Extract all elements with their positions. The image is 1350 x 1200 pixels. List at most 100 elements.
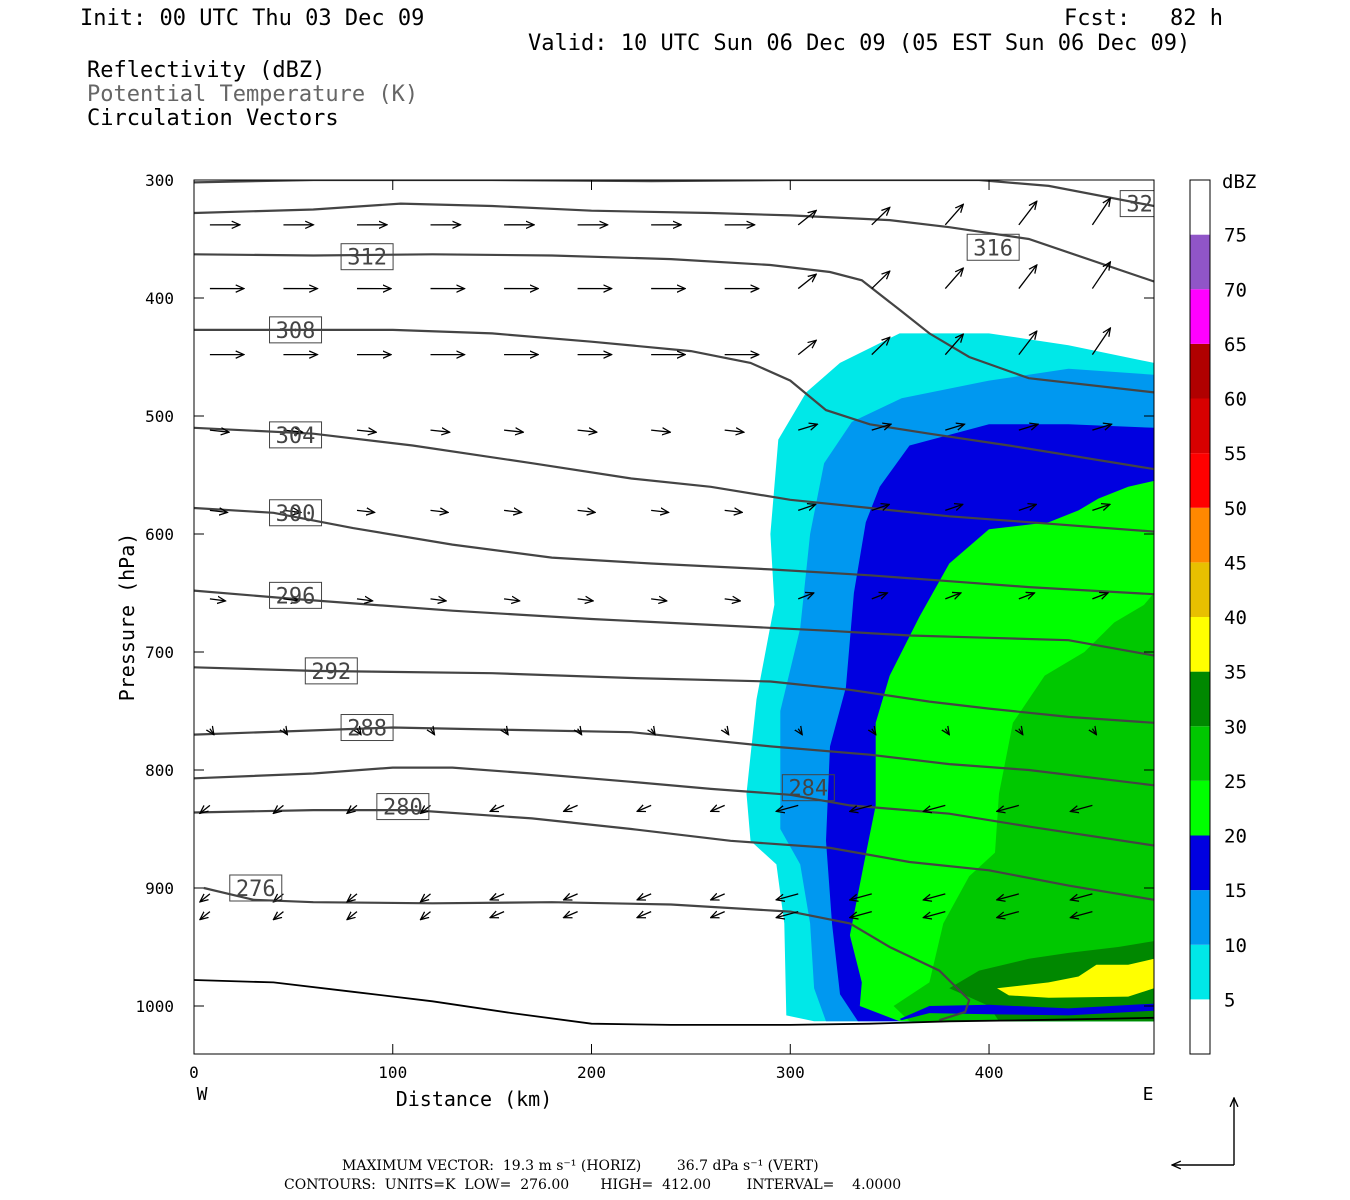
circulation-vector [1019, 729, 1023, 735]
circulation-vector [1018, 201, 1037, 226]
circulation-vector [1092, 504, 1110, 512]
circulation-vector [637, 805, 652, 811]
colorbar-label: 30 [1224, 716, 1247, 738]
y-tick-label: 400 [145, 289, 174, 308]
circulation-vector [273, 804, 284, 813]
colorbar-label: 70 [1224, 279, 1247, 301]
theta-contour-320 [194, 180, 1154, 208]
colorbar-bin-top [1190, 180, 1210, 235]
circulation-vector [577, 430, 597, 432]
x-tick-label: 300 [776, 1063, 805, 1082]
theta-label-box-288 [340, 714, 394, 742]
theta-contour-308 [194, 328, 1154, 471]
theta-contour-292 [194, 666, 1154, 724]
theta-contour-300 [194, 506, 1154, 596]
colorbar-bin [1190, 507, 1210, 563]
circulation-vector [283, 599, 299, 601]
colorbar-bin [1190, 780, 1210, 836]
circulation-vector [430, 599, 447, 601]
theta-contour-288 [194, 726, 1154, 787]
theta-label-box-312 [340, 243, 394, 271]
circulation-vector [944, 268, 963, 289]
plot-frame [193, 179, 1155, 1055]
circulation-vector [871, 424, 891, 431]
x-right-dir-label: E [1143, 1084, 1154, 1105]
y-axis-label: Pressure (hPa) [115, 533, 139, 702]
x-left-dir-label: W [197, 1084, 208, 1105]
circulation-vector [503, 510, 522, 512]
circulation-vector [577, 510, 595, 512]
colorbar-label: 50 [1224, 498, 1247, 520]
circulation-vector [490, 805, 505, 811]
colorbar-bin [1190, 671, 1210, 727]
colorbar-label: 25 [1224, 771, 1247, 793]
field-label-vectors: Circulation Vectors [87, 106, 339, 131]
theta-label-304: 304 [276, 424, 316, 449]
colorbar-label: 5 [1224, 989, 1235, 1011]
circulation-vector [923, 910, 946, 918]
theta-label-316: 316 [973, 236, 1013, 261]
circulation-vector [356, 599, 373, 601]
circulation-vector [797, 593, 814, 599]
circulation-vector [503, 599, 520, 601]
theta-label-296: 296 [276, 584, 316, 609]
colorbar-label: 65 [1224, 334, 1247, 356]
circulation-vector [421, 911, 431, 920]
circulation-vector [724, 599, 741, 601]
colorbar-label: 60 [1224, 389, 1247, 411]
colorbar-bin [1190, 289, 1210, 344]
theta-contour-312 [194, 253, 1154, 394]
theta-label-box-300 [269, 499, 323, 527]
circulation-vector [997, 910, 1020, 918]
valid-time: Valid: 10 UTC Sun 06 Dec 09 (05 EST Sun … [528, 31, 1191, 56]
circulation-vector [347, 893, 358, 902]
terrain-boundary-line [194, 979, 1154, 1026]
circulation-vector [724, 430, 744, 432]
theta-label-308: 308 [276, 319, 316, 344]
circulation-vector [871, 207, 890, 226]
theta-contour-280 [194, 809, 1154, 901]
circulation-vector [1070, 910, 1093, 918]
circulation-vector [431, 729, 435, 735]
colorbar-bin [1190, 398, 1210, 454]
circulation-vector [347, 911, 358, 920]
circulation-vector [357, 729, 361, 735]
colorbar-bin [1190, 835, 1210, 891]
circulation-vector [210, 729, 214, 735]
y-tick-label: 700 [145, 643, 174, 662]
circulation-vector [997, 804, 1020, 811]
circulation-vector [1091, 198, 1110, 226]
circulation-vector [797, 340, 816, 356]
circulation-vector [798, 729, 802, 735]
circulation-vector [421, 893, 431, 902]
circulation-vector [850, 804, 872, 811]
colorbar-bin [1190, 999, 1210, 1054]
theta-contour-304 [194, 426, 1154, 533]
circulation-vector [503, 430, 523, 432]
reflectivity-region-25 [893, 593, 1154, 1022]
circulation-vector [578, 729, 582, 735]
circulation-vector [776, 893, 799, 900]
circulation-vector [651, 510, 668, 512]
circulation-vector [273, 911, 284, 920]
y-tick-label: 900 [145, 879, 174, 898]
circulation-vector [200, 804, 211, 813]
circulation-vector [776, 804, 799, 811]
circulation-vector [200, 893, 211, 902]
circulation-vector [1018, 424, 1038, 431]
colorbar-title: dBZ [1222, 171, 1256, 193]
circulation-vector [283, 510, 300, 512]
circulation-vector [356, 510, 375, 512]
x-tick-label: 100 [378, 1063, 407, 1082]
colorbar-label: 45 [1224, 552, 1247, 574]
colorbar-label: 40 [1224, 607, 1247, 629]
circulation-vector [209, 430, 229, 432]
circulation-vector [1092, 424, 1111, 431]
init-time: Init: 00 UTC Thu 03 Dec 09 [80, 6, 425, 31]
circulation-vector [200, 911, 211, 920]
circulation-vector [776, 910, 799, 918]
theta-label-300: 300 [276, 502, 316, 527]
circulation-vector [997, 893, 1020, 900]
circulation-vector [797, 274, 816, 290]
circulation-vector [651, 599, 667, 601]
